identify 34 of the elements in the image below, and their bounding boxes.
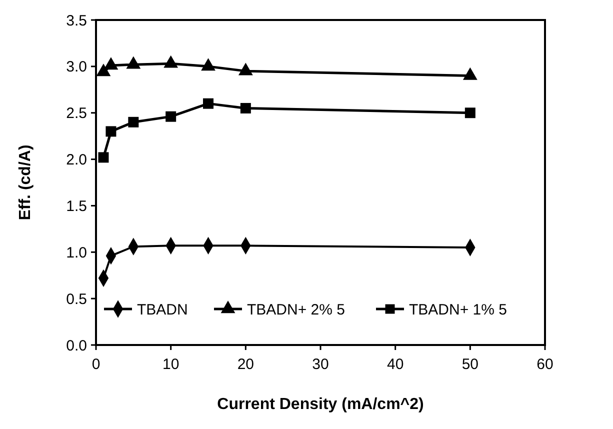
point [164, 55, 178, 68]
point [201, 58, 216, 71]
point [126, 56, 141, 69]
legend-label: TBADN [137, 301, 188, 318]
legend-label: TBADN+ 2% 5 [247, 301, 345, 318]
y-tick-label: 3.0 [66, 58, 87, 76]
point [203, 98, 214, 109]
point [104, 57, 118, 70]
point [240, 102, 251, 114]
y-tick-label: 1.5 [66, 198, 87, 215]
x-tick-label: 50 [462, 356, 479, 373]
x-tick-label: 10 [162, 356, 180, 373]
y-tick-label: 0.0 [66, 337, 87, 354]
y-tick-label: 2.5 [66, 105, 87, 122]
x-tick-label: 30 [312, 356, 329, 373]
y-tick-label: 1.0 [66, 244, 87, 262]
y-tick-label: 2.0 [66, 152, 87, 169]
point [462, 67, 478, 80]
x-tick-label: 0 [92, 356, 100, 373]
y-tick-label: 3.5 [66, 12, 87, 30]
y-tick-label: 0.5 [66, 290, 87, 308]
point [128, 116, 139, 128]
y-axis-title: Eff. (cd/A) [17, 144, 34, 220]
x-tick-label: 60 [536, 356, 554, 373]
point [238, 62, 253, 76]
point [166, 111, 176, 122]
legend-label: TBADN+ 1% 5 [409, 301, 507, 318]
point [98, 152, 109, 163]
point [106, 126, 116, 137]
point [96, 64, 111, 76]
x-tick-label: 20 [237, 356, 254, 373]
point [464, 108, 476, 118]
x-axis-title: Current Density (mA/cm^2) [217, 396, 424, 413]
x-tick-label: 40 [386, 356, 404, 373]
